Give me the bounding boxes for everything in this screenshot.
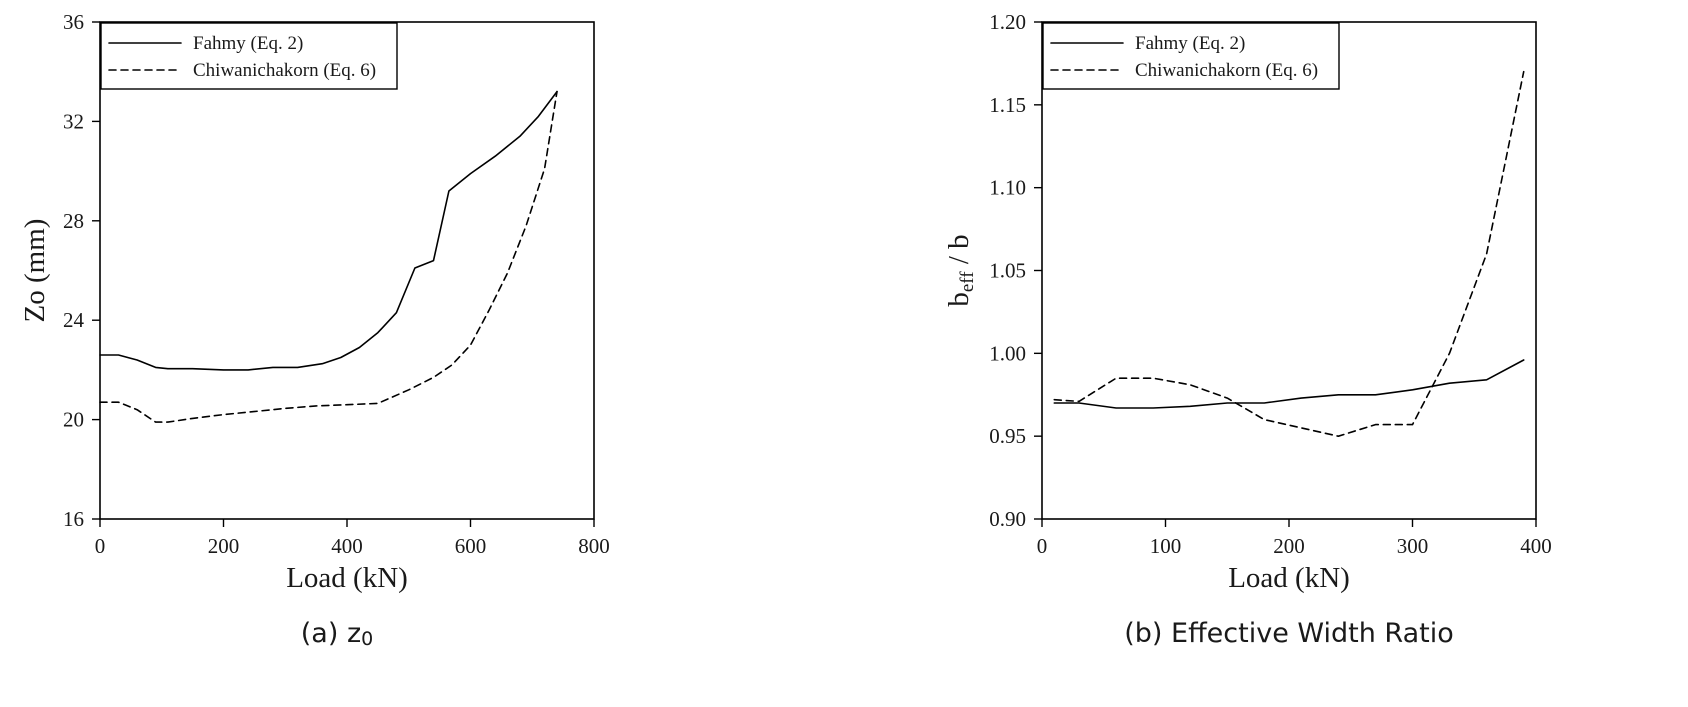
x-tick-label-a-600: 600 — [455, 534, 487, 558]
series-line-a-fahmy — [99, 90, 558, 371]
tick-labels-b: 0 100 200 300 400 0.90 0.95 1.00 1.05 1.10 1.15 1.2… — [989, 10, 1552, 558]
series-line-b-fahmy — [1053, 359, 1525, 409]
x-tick-label-a-800: 800 — [578, 534, 610, 558]
x-tick-label-a-200: 200 — [208, 534, 240, 558]
series-line-a-chiwanichakorn — [99, 90, 558, 423]
y-tick-label-b-1.1: 1.10 — [989, 176, 1026, 200]
plot-frame-b — [1041, 21, 1537, 520]
x-axis-label-b: Load (kN) — [1228, 562, 1350, 594]
x-tick-label-b-400: 400 — [1520, 534, 1552, 558]
y-tick-label-a-24: 24 — [63, 308, 85, 332]
chart-panel-a: 0 200 400 600 800 16 20 24 28 32 36 Fahmy (Eq. 2) … — [19, 10, 610, 650]
x-tick-label-b-300: 300 — [1397, 534, 1429, 558]
y-axis-label-b-rest: / b — [943, 234, 975, 271]
x-axis-label-a: Load (kN) — [286, 562, 408, 594]
plot-frame-a — [99, 21, 595, 520]
x-tick-label-b-200: 200 — [1273, 534, 1305, 558]
tick-labels-a: 0 200 400 600 800 16 20 24 28 32 36 — [63, 10, 610, 558]
series-line-b-chiwanichakorn — [1053, 70, 1525, 438]
y-tick-label-b-1.05: 1.05 — [989, 259, 1026, 283]
y-tick-label-b-0.9: 0.90 — [989, 507, 1026, 531]
axis-ticks-b — [1034, 21, 1537, 527]
y-tick-label-b-1.15: 1.15 — [989, 93, 1026, 117]
legend-label-chiwanichakorn-a: Chiwanichakorn (Eq. 6) — [193, 60, 376, 81]
legend-box-b — [1042, 22, 1340, 90]
caption-a: (a) z0 — [301, 618, 373, 650]
legend-a: Fahmy (Eq. 2) Chiwanichakorn (Eq. 6) — [100, 22, 398, 90]
legend-label-fahmy-a: Fahmy (Eq. 2) — [193, 33, 303, 54]
y-tick-label-a-32: 32 — [63, 109, 84, 133]
x-tick-label-a-0: 0 — [95, 534, 106, 558]
x-tick-label-b-100: 100 — [1150, 534, 1182, 558]
series-lines-a — [99, 90, 558, 423]
axis-ticks-a — [92, 21, 595, 527]
legend-box-a — [100, 22, 398, 90]
y-tick-label-b-0.95: 0.95 — [989, 424, 1026, 448]
y-tick-label-a-16: 16 — [63, 507, 84, 531]
caption-b: (b) Effective Width Ratio — [1124, 618, 1454, 649]
y-axis-label-b-sub: eff — [957, 271, 978, 292]
x-tick-label-b-0: 0 — [1037, 534, 1048, 558]
legend-label-chiwanichakorn-b: Chiwanichakorn (Eq. 6) — [1135, 60, 1318, 81]
series-lines-b — [1053, 70, 1525, 438]
legend-b: Fahmy (Eq. 2) Chiwanichakorn (Eq. 6) — [1042, 22, 1340, 90]
caption-a-main: (a) z — [301, 618, 361, 649]
y-tick-label-a-28: 28 — [63, 209, 84, 233]
y-tick-label-b-1: 1.00 — [989, 341, 1026, 365]
y-axis-label-b: beff / b — [943, 234, 978, 306]
legend-label-fahmy-b: Fahmy (Eq. 2) — [1135, 33, 1245, 54]
y-tick-label-b-1.2: 1.20 — [989, 10, 1026, 34]
y-tick-label-a-36: 36 — [63, 10, 84, 34]
y-tick-label-a-20: 20 — [63, 408, 84, 432]
y-axis-label-b-main: b — [943, 292, 975, 307]
x-tick-label-a-400: 400 — [331, 534, 363, 558]
chart-panel-b: 0 100 200 300 400 0.90 0.95 1.00 1.05 1.10 1.15 1.2… — [943, 10, 1552, 649]
caption-a-sub: 0 — [361, 628, 373, 650]
y-axis-label-a: Zo (mm) — [19, 219, 51, 323]
